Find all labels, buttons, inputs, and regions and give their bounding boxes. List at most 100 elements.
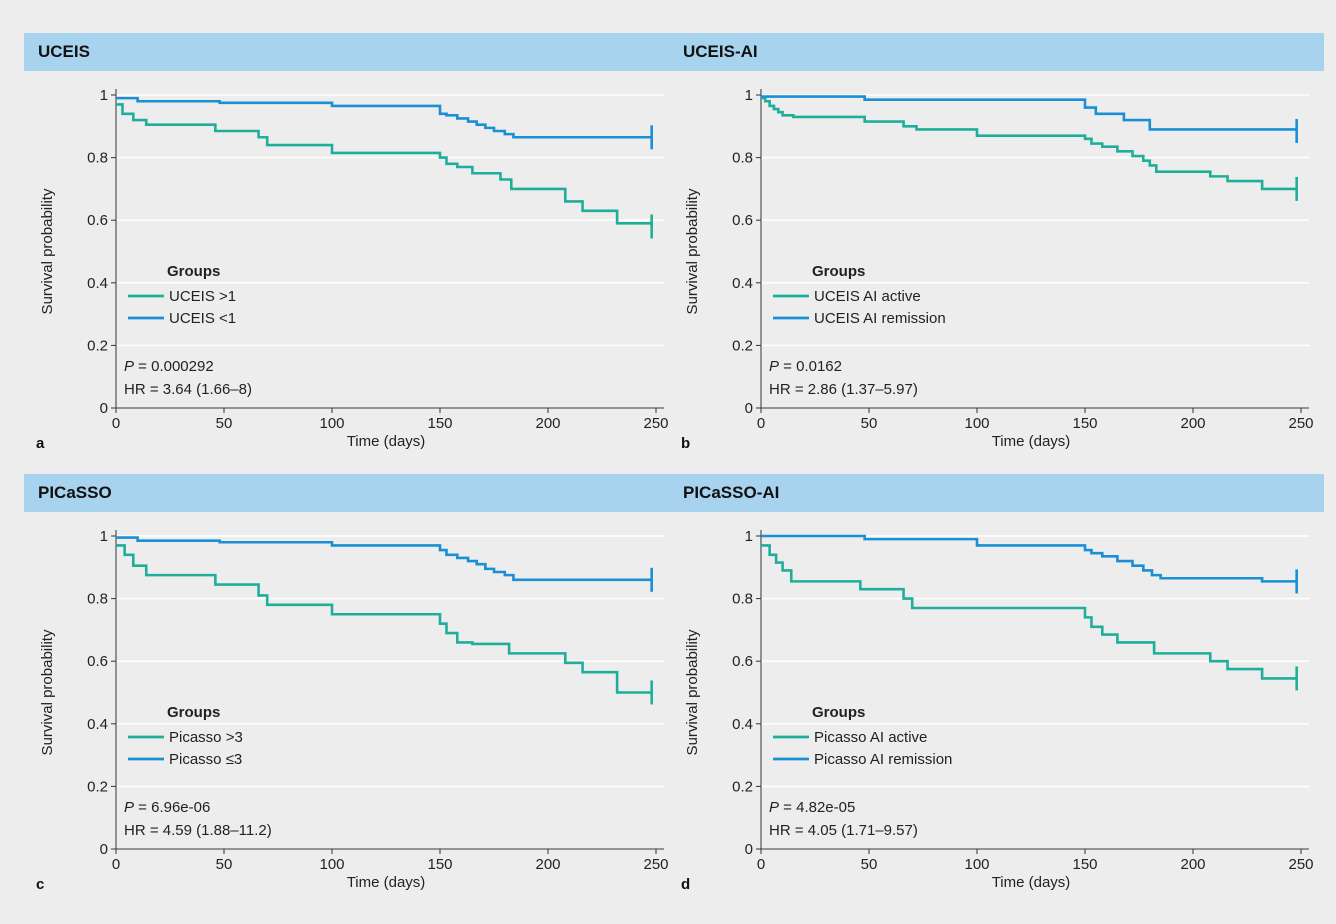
- y-axis-label: Survival probability: [39, 629, 56, 755]
- legend-label: Picasso AI remission: [814, 751, 952, 768]
- panel-title: UCEIS-AI: [683, 42, 758, 61]
- hazard-ratio-text: HR = 4.59 (1.88–11.2): [124, 822, 272, 839]
- y-tick-label: 0.2: [87, 778, 108, 795]
- x-tick-label: 50: [216, 415, 233, 432]
- x-tick-label: 0: [757, 415, 765, 432]
- survival-curve: [761, 534, 1297, 583]
- legend-label: UCEIS <1: [169, 310, 236, 327]
- legend-title: Groups: [812, 263, 865, 280]
- y-axis-label: Survival probability: [39, 188, 56, 314]
- y-tick-label: 0.6: [87, 653, 108, 670]
- survival-curve: [116, 103, 653, 227]
- survival-curve: [116, 544, 652, 694]
- y-tick-label: 0: [100, 841, 108, 858]
- y-tick-label: 0.8: [732, 150, 753, 167]
- y-tick-label: 0: [745, 841, 753, 858]
- y-axis-label: Survival probability: [684, 188, 701, 314]
- panel-letter: c: [36, 876, 45, 893]
- y-tick-label: 0.4: [732, 275, 753, 292]
- survival-curve: [761, 95, 1298, 131]
- y-tick-label: 1: [745, 87, 753, 104]
- panel-header: PICaSSO: [24, 474, 679, 512]
- km-plot: 0 0.2 0.4 0.6 0.8 1 0 50 100 150 200 250 Time (days)…: [684, 528, 1314, 891]
- panel-title: UCEIS: [38, 42, 90, 61]
- y-tick-label: 0.4: [732, 716, 753, 733]
- x-tick-label: 150: [1072, 415, 1097, 432]
- y-tick-label: 0.2: [732, 778, 753, 795]
- y-tick-label: 0.6: [87, 212, 108, 229]
- panel-header: PICaSSO-AI: [669, 474, 1324, 512]
- x-tick-label: 50: [861, 415, 878, 432]
- panel-uceis: UCEIS 0 0.2 0.4 0.6 0.8 1 0 50 100 150 200 250 Time …: [24, 33, 679, 458]
- x-tick-label: 100: [319, 856, 344, 873]
- x-tick-label: 150: [1072, 856, 1097, 873]
- survival-curve: [116, 96, 652, 139]
- y-tick-label: 0.8: [732, 591, 753, 608]
- x-tick-label: 50: [861, 856, 878, 873]
- km-plot: 0 0.2 0.4 0.6 0.8 1 0 50 100 150 200 250 Time (days)…: [684, 87, 1314, 450]
- hazard-ratio-text: HR = 2.86 (1.37–5.97): [769, 381, 918, 398]
- x-tick-label: 200: [535, 856, 560, 873]
- panel-picasso: PICaSSO 0 0.2 0.4 0.6 0.8 1 0 50 100 150 200 250 Tim…: [24, 474, 679, 899]
- x-tick-label: 0: [757, 856, 765, 873]
- panel-letter: d: [681, 876, 691, 893]
- km-plot: 0 0.2 0.4 0.6 0.8 1 0 50 100 150 200 250 Time (days)…: [39, 528, 669, 891]
- y-tick-label: 0.2: [732, 337, 753, 354]
- y-tick-label: 0.6: [732, 212, 753, 229]
- y-tick-label: 0: [100, 400, 108, 417]
- panel-letter: a: [36, 435, 45, 452]
- x-tick-label: 0: [112, 415, 120, 432]
- x-axis-label: Time (days): [347, 874, 426, 891]
- panel-picasso-ai: PICaSSO-AI 0 0.2 0.4 0.6 0.8 1 0 50 100 150 200 250…: [669, 474, 1324, 899]
- panel-title: PICaSSO-AI: [683, 483, 780, 502]
- survival-curve: [761, 544, 1297, 680]
- x-tick-label: 150: [427, 415, 452, 432]
- hazard-ratio-text: HR = 3.64 (1.66–8): [124, 381, 252, 398]
- x-tick-label: 250: [1288, 856, 1313, 873]
- panel-header: UCEIS-AI: [669, 33, 1324, 71]
- x-tick-label: 100: [319, 415, 344, 432]
- legend-title: Groups: [812, 704, 865, 721]
- x-tick-label: 200: [1180, 415, 1205, 432]
- survival-curve: [116, 536, 652, 582]
- y-axis-label: Survival probability: [684, 629, 701, 755]
- y-tick-label: 1: [100, 528, 108, 545]
- legend-label: Picasso AI active: [814, 729, 927, 746]
- legend-label: UCEIS AI active: [814, 288, 921, 305]
- p-value-text: P = 4.82e-05: [769, 799, 855, 816]
- y-tick-label: 1: [100, 87, 108, 104]
- y-tick-label: 0.4: [87, 275, 108, 292]
- x-axis-label: Time (days): [347, 433, 426, 450]
- x-tick-label: 150: [427, 856, 452, 873]
- legend-title: Groups: [167, 263, 220, 280]
- y-tick-label: 0.6: [732, 653, 753, 670]
- legend-label: Picasso >3: [169, 729, 243, 746]
- y-tick-label: 0.2: [87, 337, 108, 354]
- y-tick-label: 0.4: [87, 716, 108, 733]
- x-tick-label: 250: [1288, 415, 1313, 432]
- y-tick-label: 1: [745, 528, 753, 545]
- legend-label: UCEIS AI remission: [814, 310, 946, 327]
- survival-curve: [761, 96, 1297, 191]
- legend-label: UCEIS >1: [169, 288, 236, 305]
- panel-header: UCEIS: [24, 33, 679, 71]
- x-tick-label: 0: [112, 856, 120, 873]
- y-tick-label: 0.8: [87, 591, 108, 608]
- legend-title: Groups: [167, 704, 220, 721]
- x-axis-label: Time (days): [992, 433, 1071, 450]
- hazard-ratio-text: HR = 4.05 (1.71–9.57): [769, 822, 918, 839]
- panel-letter: b: [681, 435, 691, 452]
- km-plot: 0 0.2 0.4 0.6 0.8 1 0 50 100 150 200 250 Time (days)…: [39, 87, 669, 450]
- panel-uceis-ai: UCEIS-AI 0 0.2 0.4 0.6 0.8 1 0 50 100 150 200 250 Ti…: [669, 33, 1324, 458]
- p-value-text: P = 6.96e-06: [124, 799, 210, 816]
- panel-title: PICaSSO: [38, 483, 112, 502]
- x-tick-label: 200: [1180, 856, 1205, 873]
- x-tick-label: 250: [643, 415, 668, 432]
- p-value-text: P = 0.000292: [124, 358, 214, 375]
- y-tick-label: 0.8: [87, 150, 108, 167]
- x-tick-label: 250: [643, 856, 668, 873]
- y-tick-label: 0: [745, 400, 753, 417]
- legend-label: Picasso ≤3: [169, 751, 242, 768]
- x-tick-label: 100: [964, 856, 989, 873]
